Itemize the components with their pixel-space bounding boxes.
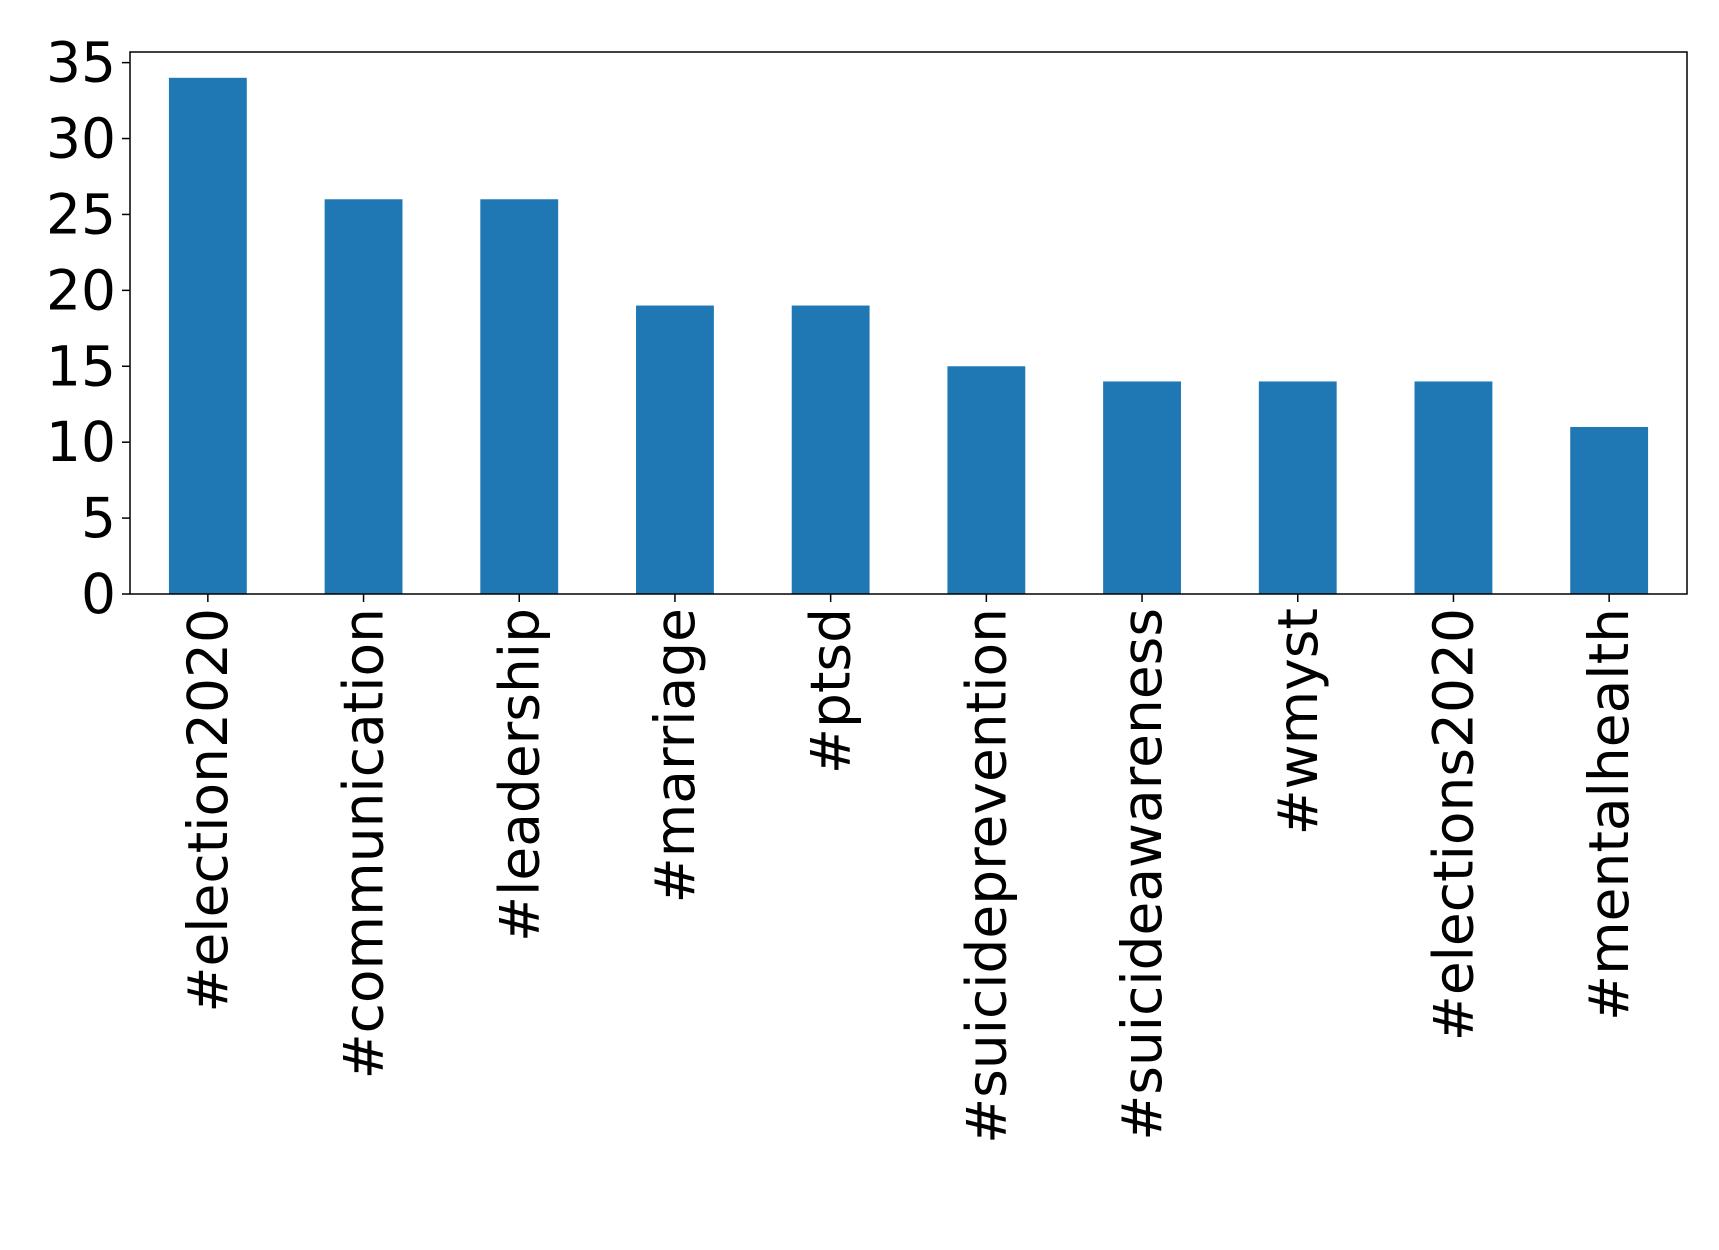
- x-tick-label: #leadership: [487, 608, 551, 942]
- y-tick-label: 0: [81, 562, 116, 626]
- x-tick-label: #elections2020: [1421, 608, 1485, 1041]
- y-tick-label: 10: [46, 410, 116, 474]
- bar: [1570, 426, 1649, 594]
- x-tick-label: #communication: [332, 608, 396, 1079]
- y-tick-label: 5: [81, 486, 116, 550]
- y-tick-label: 25: [46, 182, 116, 246]
- bar: [636, 305, 714, 594]
- bar: [1258, 381, 1337, 594]
- bar: [947, 366, 1026, 594]
- bar: [1103, 381, 1181, 594]
- bar: [1414, 381, 1493, 594]
- y-tick-label: 30: [46, 107, 116, 171]
- plot-frame: [129, 51, 1688, 595]
- bar: [324, 199, 403, 594]
- x-tick-label: #wmyst: [1266, 608, 1330, 835]
- bar: [168, 77, 247, 595]
- y-tick-label: 35: [46, 31, 116, 95]
- bar: [791, 305, 870, 594]
- bar: [480, 199, 559, 594]
- x-tick-label: #suicideawareness: [1110, 608, 1174, 1141]
- x-tick-label: #marriage: [643, 608, 707, 903]
- x-tick-label: #suicideprevention: [954, 608, 1018, 1144]
- x-tick-label: #mentalhealth: [1577, 608, 1641, 1021]
- y-tick-label: 15: [46, 334, 116, 398]
- x-tick-label: #election2020: [176, 608, 240, 1013]
- y-tick-label: 20: [46, 258, 116, 322]
- x-tick-label: #ptsd: [799, 608, 863, 774]
